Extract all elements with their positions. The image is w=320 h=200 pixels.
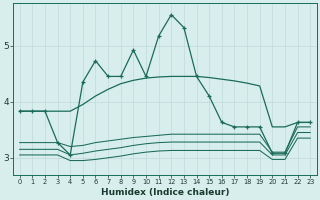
X-axis label: Humidex (Indice chaleur): Humidex (Indice chaleur): [101, 188, 229, 197]
